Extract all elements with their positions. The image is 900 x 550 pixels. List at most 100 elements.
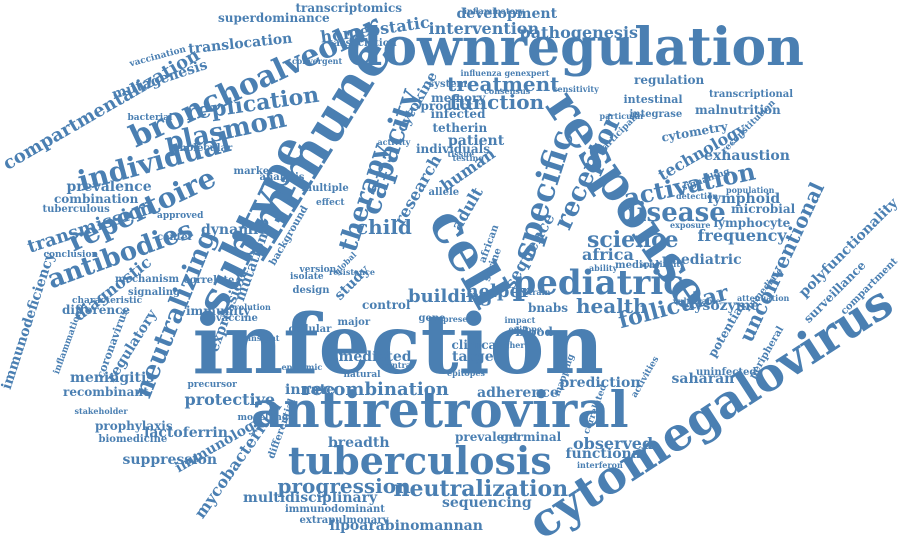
word-higher: higher	[495, 340, 525, 350]
word-attenuation: attenuation	[737, 293, 790, 303]
word-biomedicine: biomedicine	[98, 434, 168, 445]
word-observed: observed	[573, 434, 654, 453]
word-particular: particular	[599, 111, 645, 121]
word-molecular: molecular	[176, 143, 233, 154]
word-approved: approved	[157, 210, 204, 221]
word-bacterial: bacterial	[127, 112, 173, 123]
word-impact: impact	[504, 315, 536, 325]
word-patient: patient	[448, 133, 505, 149]
word-regulation: regulation	[634, 73, 705, 87]
word-innate: innate	[285, 382, 336, 398]
word-health: health	[576, 294, 648, 318]
word-activity: activity	[377, 137, 411, 147]
word-population: population	[726, 185, 775, 195]
word-tetherin: tetherin	[432, 121, 488, 135]
word-strain: strain	[524, 287, 551, 297]
word-frequency: frequency	[697, 226, 787, 245]
word-effect: effect	[316, 197, 345, 208]
word-individuals: individuals	[416, 142, 490, 156]
word-protective: protective	[184, 390, 276, 409]
word-association: association	[333, 38, 397, 49]
word-major: major	[337, 317, 371, 328]
word-convergent: convergent	[292, 56, 343, 66]
word-science: science	[587, 227, 679, 253]
word-prediction: prediction	[559, 375, 641, 391]
word-stakeholder: stakeholder	[74, 406, 128, 416]
word-epitopes: epitopes	[447, 368, 485, 378]
word-detection: detection	[676, 191, 719, 201]
word-testing: testing	[452, 153, 484, 163]
word-correlate: correlate	[183, 275, 235, 286]
word-vulnerable: vulnerable	[673, 296, 721, 306]
word-allele: allele	[428, 187, 460, 198]
word-control: control	[362, 298, 411, 312]
word-infected: infected	[430, 107, 486, 121]
word-pediatric: pediatric	[512, 263, 684, 303]
word-dynamic: dynamic	[201, 222, 267, 238]
word-analysis: analysis	[259, 172, 305, 183]
word-suppression: suppression	[122, 452, 218, 468]
word-clinical: clinical	[451, 338, 501, 352]
word-prophylaxis: prophylaxis	[95, 419, 173, 433]
word-inflammatory: inflammatory	[464, 6, 524, 16]
word-infection: infection	[192, 297, 604, 393]
word-marker: marker	[233, 166, 275, 177]
word-disease: disease	[618, 198, 726, 228]
word-resistance: resistance	[329, 267, 376, 277]
word-memory: memory	[431, 91, 486, 105]
word-lysozyme: lysozyme	[689, 298, 760, 314]
word-meningitis: meningitis	[70, 370, 155, 386]
word-breadth: breadth	[328, 435, 390, 451]
word-recombination: recombination	[301, 379, 449, 400]
word-system: system	[428, 79, 468, 90]
word-difference: difference	[62, 303, 131, 317]
word-immunodominant: immunodominant	[285, 504, 385, 515]
word-child: child	[356, 215, 412, 239]
word-present: present	[443, 314, 478, 324]
word-helper: helper	[465, 281, 531, 302]
word-intestinal: intestinal	[623, 92, 683, 106]
word-lactoferrin: lactoferrin	[144, 425, 228, 441]
word-genexpert: genexpert	[504, 68, 550, 78]
word-blood: blood	[515, 325, 553, 339]
word-lymphocyte: lymphocyte	[713, 216, 791, 230]
word-antiretroviral: antiretroviral	[251, 380, 629, 439]
word-germinal: germinal	[500, 430, 562, 444]
word-evolution: evolution	[229, 302, 271, 312]
word-gene: gene	[418, 313, 446, 324]
word-center: center	[157, 232, 193, 243]
word-modelling: modelling	[237, 412, 289, 423]
word-precursor: precursor	[187, 379, 237, 390]
word-natural: natural	[343, 369, 381, 380]
word-sequencing: sequencing	[442, 495, 532, 511]
word-immunodeficiency: immunodeficiency	[0, 250, 59, 392]
word-interferon: interferon	[577, 460, 623, 470]
word-adherence: adherence	[477, 385, 559, 401]
word-malnutrition: malnutrition	[695, 103, 781, 117]
word-epidemic: epidemic	[281, 362, 323, 372]
word-development: development	[456, 6, 558, 22]
word-transcriptomics: transcriptomics	[295, 1, 403, 15]
word-version: version	[299, 264, 337, 275]
word-intervention: intervention	[428, 19, 540, 38]
word-isolate: isolate	[290, 271, 324, 282]
word-saharan: saharan	[671, 371, 735, 387]
word-vaccine: vaccine	[216, 313, 258, 324]
word-ability: ability	[589, 263, 618, 273]
word-tuberculous: tuberculous	[42, 204, 110, 215]
word-mechanism: mechanism	[115, 274, 180, 285]
word-pathogenesis: pathogenesis	[519, 23, 639, 42]
word-tissue: tissue	[447, 149, 475, 159]
word-functional: functional	[565, 446, 647, 462]
word-sensitivity: sensitivity	[553, 84, 599, 94]
word-prevalence: prevalence	[66, 179, 152, 195]
word-design: design	[292, 285, 330, 296]
word-central: central	[382, 360, 414, 370]
word-neutralization: neutralization	[393, 476, 569, 502]
word-insight: insight	[248, 333, 280, 343]
word-exposure: exposure	[670, 220, 711, 230]
word-specificity: specificity	[639, 259, 685, 269]
word-characteristic: characteristic	[72, 295, 143, 306]
word-signaling: signaling	[128, 287, 181, 298]
